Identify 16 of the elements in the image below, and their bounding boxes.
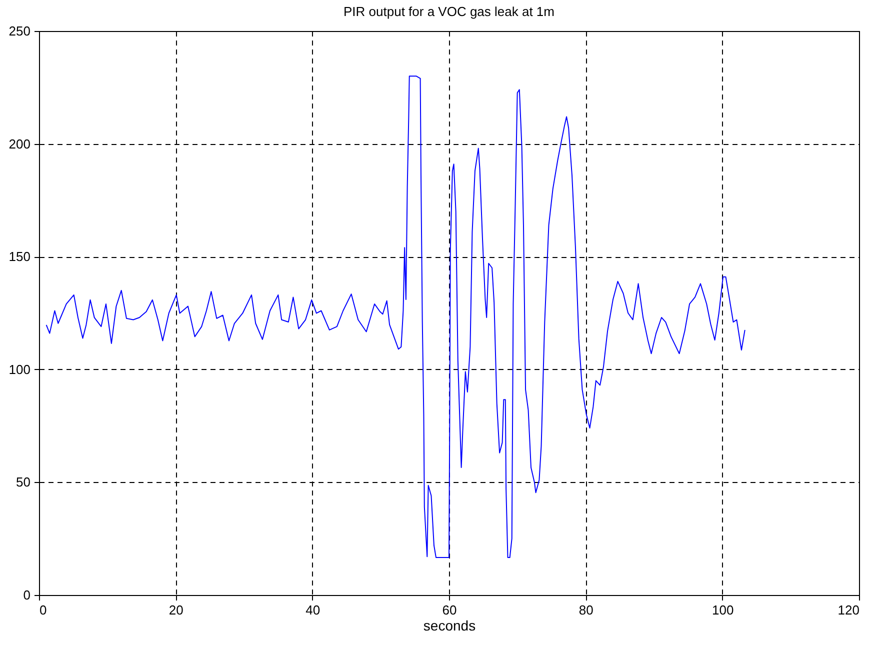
y-tick-label: 100 [8, 362, 30, 377]
x-tick-label: 20 [168, 602, 184, 618]
x-tick-label: 100 [712, 602, 734, 618]
x-tick-label: 80 [578, 602, 594, 618]
x-tick-label: 40 [306, 602, 320, 618]
x-tick-label: 60 [442, 602, 457, 618]
y-tick-label: 150 [8, 249, 30, 264]
x-tick-label: 0 [40, 602, 47, 618]
chart-title: PIR output for a VOC gas leak at 1m [344, 4, 554, 19]
y-tick-label: 0 [23, 588, 30, 602]
line-series [46, 76, 746, 558]
y-tick-label: 50 [16, 474, 30, 490]
x-axis-title: seconds [423, 618, 476, 634]
x-tick-label: 120 [838, 602, 860, 618]
y-tick-label: 250 [8, 24, 30, 38]
y-tick-label: 200 [8, 136, 30, 152]
